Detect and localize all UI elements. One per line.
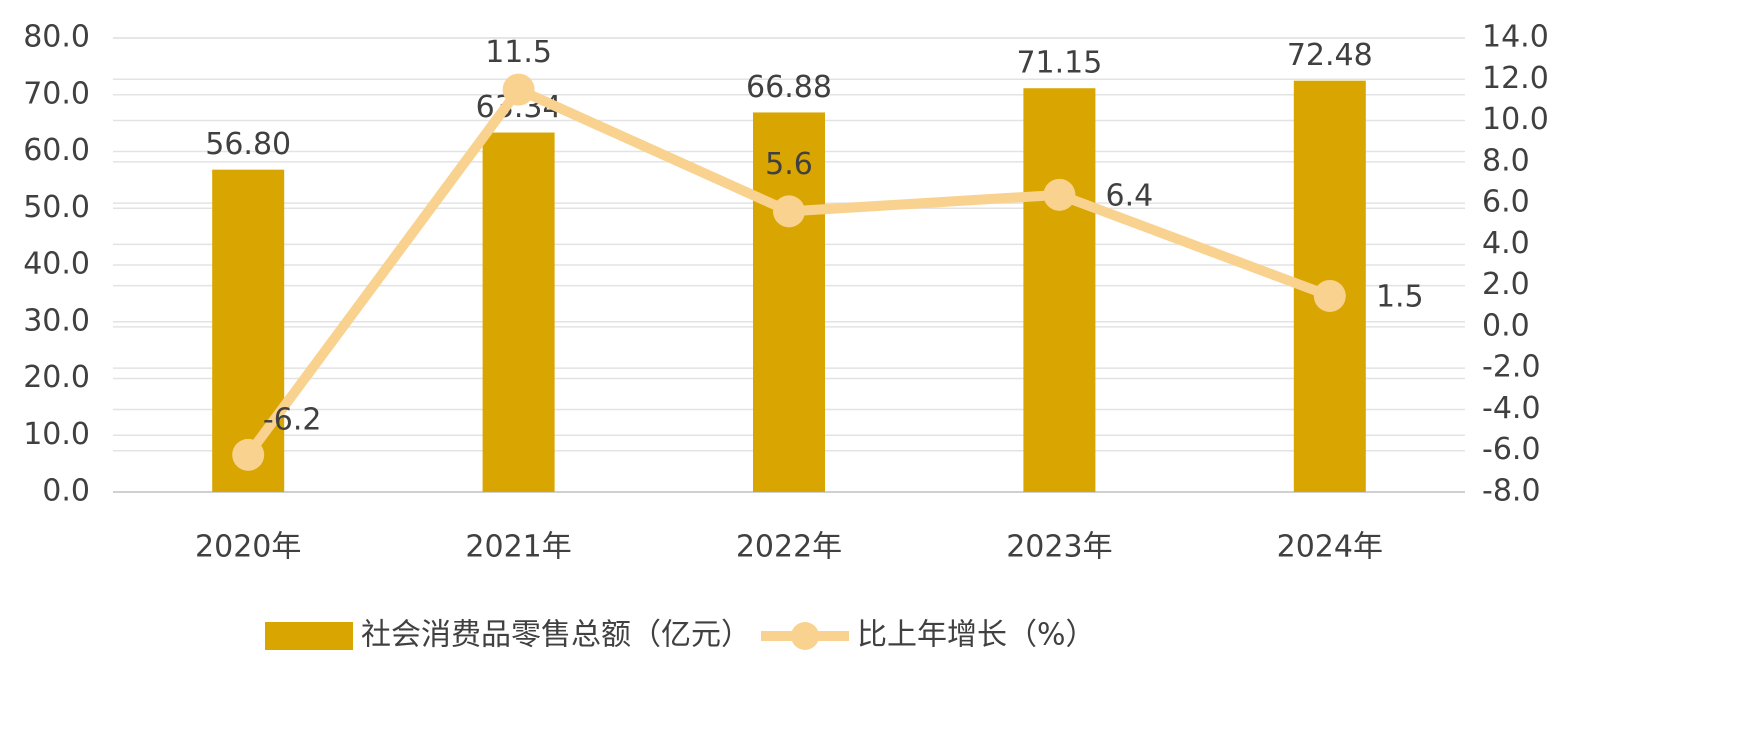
y2-tick-label: -4.0 — [1482, 391, 1541, 426]
y-tick-label: 30.0 — [23, 303, 90, 338]
y2-tick-label: 2.0 — [1482, 267, 1530, 302]
bar — [1023, 88, 1096, 492]
y2-tick-label: 4.0 — [1482, 226, 1530, 261]
bar — [482, 132, 555, 492]
y2-tick-label: 0.0 — [1482, 308, 1530, 343]
y-tick-label: 60.0 — [23, 133, 90, 168]
bar-value-label: 71.15 — [1016, 46, 1102, 81]
y-tick-label: 20.0 — [23, 360, 90, 395]
line-value-label: 1.5 — [1376, 279, 1424, 314]
line-marker — [502, 73, 535, 106]
bar-value-label: 56.80 — [205, 127, 291, 162]
y-tick-label: 70.0 — [23, 76, 90, 111]
y2-tick-label: 14.0 — [1482, 20, 1549, 55]
x-tick-label: 2021年 — [465, 530, 571, 565]
line-value-label: 11.5 — [485, 35, 552, 70]
line-marker — [1043, 178, 1076, 211]
y-tick-label: 40.0 — [23, 247, 90, 282]
legend-swatch-marker — [791, 622, 819, 650]
y2-tick-label: -2.0 — [1482, 350, 1541, 385]
y-tick-label: 0.0 — [42, 474, 90, 509]
bar-value-label: 66.88 — [746, 70, 832, 105]
x-tick-label: 2024年 — [1277, 530, 1383, 565]
y2-tick-label: 6.0 — [1482, 185, 1530, 220]
y-tick-label: 50.0 — [23, 190, 90, 225]
legend-label: 社会消费品零售总额（亿元） — [361, 618, 751, 653]
y2-tick-label: -8.0 — [1482, 474, 1541, 509]
line-marker — [1313, 279, 1346, 312]
x-tick-label: 2022年 — [736, 530, 842, 565]
bar-value-label: 72.48 — [1287, 38, 1373, 73]
x-tick-label: 2023年 — [1006, 530, 1112, 565]
bar — [753, 112, 825, 493]
line-value-label: 6.4 — [1106, 178, 1154, 213]
y2-tick-label: -6.0 — [1482, 432, 1541, 467]
y2-tick-label: 8.0 — [1482, 143, 1530, 178]
y2-tick-label: 10.0 — [1482, 102, 1549, 137]
x-tick-label: 2020年 — [195, 530, 301, 565]
y-tick-label: 80.0 — [23, 20, 90, 55]
y-tick-label: 10.0 — [23, 417, 90, 452]
line-value-label: 5.6 — [765, 147, 813, 182]
line-marker — [232, 438, 265, 471]
legend-label: 比上年增长（%） — [857, 618, 1096, 653]
y2-tick-label: 12.0 — [1482, 61, 1549, 96]
line-value-label: -6.2 — [263, 402, 322, 437]
bar — [212, 169, 285, 492]
line-marker — [773, 195, 805, 228]
legend-swatch — [265, 622, 353, 650]
